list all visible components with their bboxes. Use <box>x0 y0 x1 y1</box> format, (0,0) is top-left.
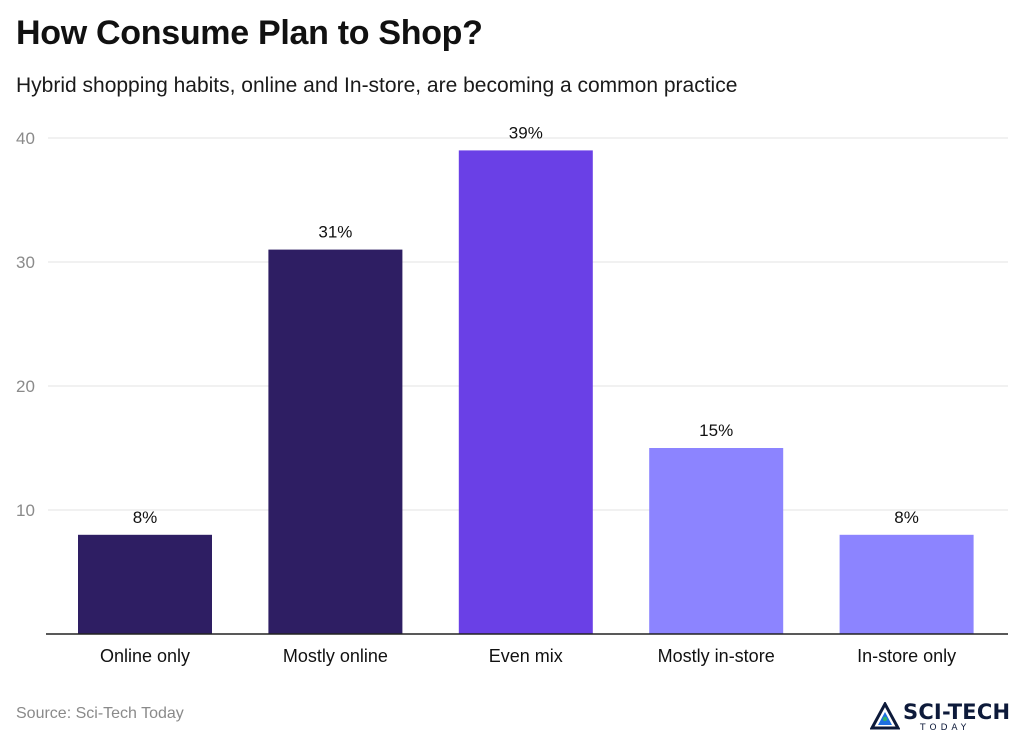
bar <box>458 150 593 634</box>
bar-value-label: 39% <box>509 123 543 142</box>
chart-subtitle: Hybrid shopping habits, online and In-st… <box>16 74 738 97</box>
chart-title: How Consume Plan to Shop? <box>16 14 483 52</box>
bar-value-label: 8% <box>894 508 919 527</box>
bars <box>78 150 974 634</box>
x-tick-label: Mostly in-store <box>658 646 775 666</box>
bar <box>839 534 974 634</box>
scitech-logo: SCI-TECH TODAY <box>870 700 1016 736</box>
bar <box>78 534 212 634</box>
x-axis-ticks: Online only Mostly online Even mix Mostly i… <box>100 646 956 666</box>
x-tick-label: Online only <box>100 646 190 666</box>
y-axis-ticks: 10 20 30 40 <box>16 129 35 520</box>
source-note: Source: Sci-Tech Today <box>16 705 184 722</box>
x-tick-label: In-store only <box>857 646 956 666</box>
x-tick-label: Even mix <box>489 646 563 666</box>
x-tick-label: Mostly online <box>283 646 388 666</box>
value-labels: 8% 31% 39% 15% 8% <box>133 123 919 526</box>
bar <box>268 249 403 634</box>
bar <box>649 448 784 634</box>
y-tick-label: 40 <box>16 129 35 148</box>
y-tick-label: 10 <box>16 501 35 520</box>
logo-subtext: TODAY <box>920 723 971 733</box>
bar-value-label: 8% <box>133 508 158 527</box>
logo-wordmark: SCI-TECH <box>903 700 1011 724</box>
y-tick-label: 30 <box>16 253 35 272</box>
bar-value-label: 15% <box>699 421 733 440</box>
y-tick-label: 20 <box>16 377 35 396</box>
bar-value-label: 31% <box>318 223 352 242</box>
scitech-logo-icon <box>870 702 900 730</box>
